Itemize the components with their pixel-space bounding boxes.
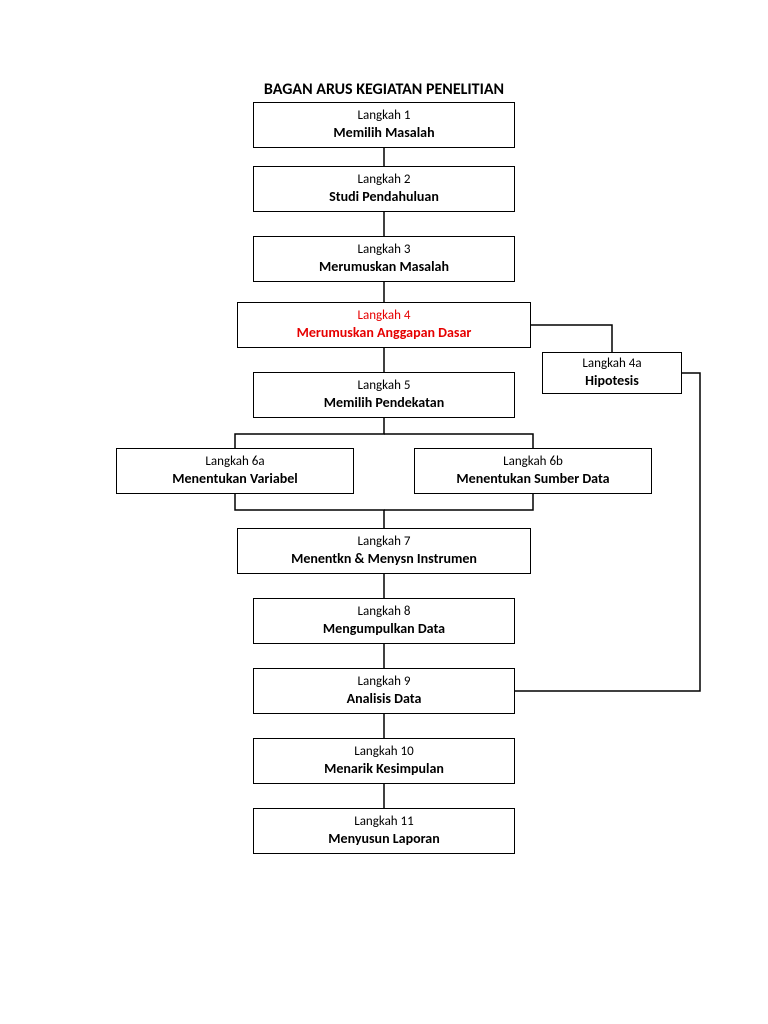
connectors-layer (0, 0, 768, 1024)
node-text: Mengumpulkan Data (323, 620, 445, 638)
flowchart-node-n1: Langkah 1Memilih Masalah (253, 102, 515, 148)
node-label: Langkah 1 (358, 108, 411, 124)
node-label: Langkah 4 (358, 308, 411, 324)
flowchart-node-n2: Langkah 2Studi Pendahuluan (253, 166, 515, 212)
flowchart-node-n7: Langkah 7Menentkn & Menysn Instrumen (237, 528, 531, 574)
flowchart-node-n6a: Langkah 6aMenentukan Variabel (116, 448, 354, 494)
node-label: Langkah 6b (503, 454, 563, 470)
node-text: Hipotesis (585, 372, 639, 390)
node-label: Langkah 7 (358, 534, 411, 550)
node-label: Langkah 8 (358, 604, 411, 620)
node-label: Langkah 2 (358, 172, 411, 188)
flowchart-node-n3: Langkah 3Merumuskan Masalah (253, 236, 515, 282)
connector-line (384, 434, 533, 448)
node-text: Memilih Masalah (333, 124, 434, 142)
node-text: Studi Pendahuluan (329, 188, 439, 206)
flowchart-node-n9: Langkah 9Analisis Data (253, 668, 515, 714)
flowchart-node-n5: Langkah 5Memilih Pendekatan (253, 372, 515, 418)
node-text: Memilih Pendekatan (324, 394, 444, 412)
flowchart-node-n4: Langkah 4Merumuskan Anggapan Dasar (237, 302, 531, 348)
node-label: Langkah 4a (582, 356, 641, 372)
connector-line (235, 494, 384, 528)
node-text: Menentkn & Menysn Instrumen (291, 550, 477, 568)
flowchart-node-n4a: Langkah 4aHipotesis (542, 352, 682, 394)
flowchart-node-n10: Langkah 10Menarik Kesimpulan (253, 738, 515, 784)
flowchart-node-n8: Langkah 8Mengumpulkan Data (253, 598, 515, 644)
connector-line (515, 373, 700, 691)
node-text: Menentukan Sumber Data (456, 470, 609, 488)
connector-line (384, 494, 533, 510)
node-label: Langkah 11 (354, 814, 414, 830)
node-text: Analisis Data (347, 690, 422, 708)
node-label: Langkah 5 (358, 378, 411, 394)
node-label: Langkah 3 (358, 242, 411, 258)
node-text: Menarik Kesimpulan (324, 760, 444, 778)
flowchart-node-n11: Langkah 11Menyusun Laporan (253, 808, 515, 854)
node-text: Merumuskan Masalah (319, 258, 449, 276)
node-label: Langkah 6a (205, 454, 264, 470)
node-text: Menyusun Laporan (328, 830, 439, 848)
node-label: Langkah 10 (354, 744, 414, 760)
connector-line (531, 325, 612, 352)
flowchart-node-n6b: Langkah 6bMenentukan Sumber Data (414, 448, 652, 494)
node-label: Langkah 9 (358, 674, 411, 690)
connector-line (235, 418, 384, 448)
node-text: Menentukan Variabel (172, 470, 297, 488)
node-text: Merumuskan Anggapan Dasar (297, 324, 472, 342)
diagram-title: BAGAN ARUS KEGIATAN PENELITIAN (0, 80, 768, 99)
